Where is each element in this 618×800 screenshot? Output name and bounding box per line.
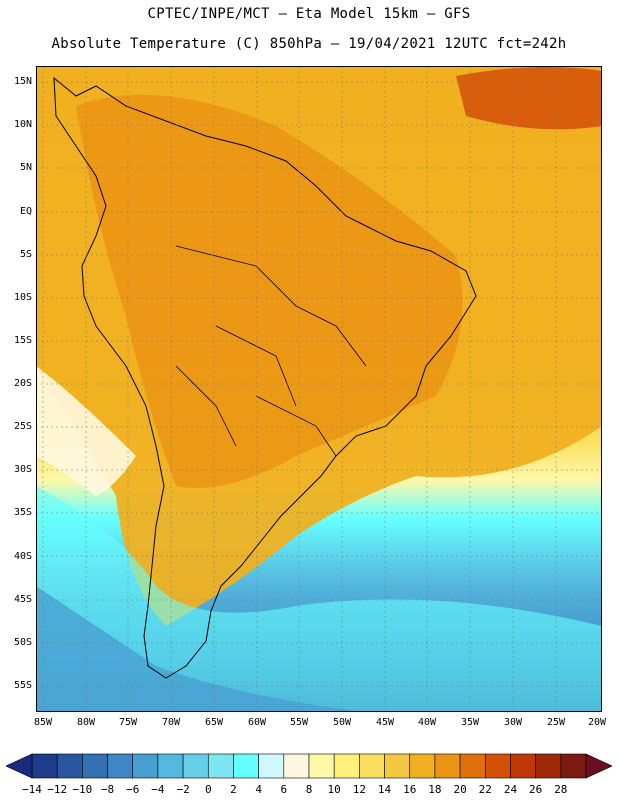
colorbar-label: 16 [403,783,417,796]
colorbar-swatch [56,753,83,779]
lat-label: 45S [13,594,32,605]
lat-label: 5S [19,249,32,260]
colorbar-label: −8 [100,783,115,796]
lon-label: 65W [204,717,224,728]
colorbar-label: 26 [529,783,543,796]
title-line-2: Absolute Temperature (C) 850hPa – 19/04/… [51,36,567,52]
lon-label: 75W [118,717,138,728]
cool-south [36,486,602,712]
colorbar-swatch [132,753,159,779]
lon-label: 70W [161,717,181,728]
colorbar-swatch [560,753,587,779]
colorbar-label: −10 [72,783,93,796]
map-frame [36,66,602,712]
colorbar-low-arrow [6,753,33,779]
country-borders [175,245,367,457]
lon-label: 20W [587,717,607,728]
grid-lines [36,66,602,712]
colorbar-swatch [31,753,58,779]
colorbar-swatch [157,753,184,779]
colorbar-label: 18 [428,783,442,796]
lat-label: 5N [19,162,32,173]
colorbar-swatch [384,753,411,779]
colorbar-swatch [258,753,285,779]
colorbar-label: 0 [204,783,212,796]
colorbar-swatch [333,753,360,779]
colorbar-label: −2 [176,783,190,796]
lon-label: 40W [417,717,437,728]
colorbar-swatch [535,753,562,779]
colorbar-swatch [182,753,209,779]
lon-label: 85W [33,717,53,728]
lat-label: 40S [13,551,32,562]
colorbar-swatch [82,753,108,779]
lon-label: 50W [332,717,352,728]
lat-label: 25S [13,421,32,432]
colorbar-swatch [283,753,310,779]
colorbar-swatch [207,753,234,779]
lon-label: 55W [289,717,309,728]
lon-label: 30W [503,717,523,728]
lon-label: 60W [247,717,267,728]
lat-label: EQ [19,206,32,217]
colorbar-label: −6 [126,783,140,796]
colorbar-swatch [308,753,335,779]
lon-label: 25W [546,717,566,728]
colorbar-swatch [359,753,385,779]
lon-label: 35W [460,717,480,728]
lat-label: 30S [13,464,32,475]
lat-label: 15S [13,335,32,346]
colorbar-label: 2 [230,783,237,796]
lon-label: 80W [76,717,96,728]
lat-label: 55S [13,680,32,691]
colorbar-label: −4 [151,783,165,796]
colorbar-label: −14 [22,783,42,796]
colorbar-label: 8 [305,783,313,796]
colorbar-swatch [459,753,486,779]
colorbar-swatch [233,753,259,779]
colorbar-label: 24 [503,783,518,796]
colorbar-swatch [484,753,511,779]
lat-label: 10N [13,119,32,130]
colorbar-label: 10 [327,783,341,796]
colorbar-label: 12 [352,783,366,796]
temperature-map [36,66,602,712]
land-warm-core [76,94,463,488]
lat-label: 50S [13,637,32,648]
hot-spot-ne [456,67,602,130]
lon-label: 45W [375,717,395,728]
colorbar-high-arrow [585,753,612,779]
colorbar-label: 6 [280,783,288,796]
colorbar-swatch [434,753,461,779]
colorbar-swatch [409,753,436,779]
lat-label: 20S [13,378,32,389]
colorbar-label: 28 [554,783,568,796]
colorbar-label: 20 [453,783,467,796]
colorbar-label: 22 [478,783,492,796]
lat-label: 10S [13,292,32,303]
colorbar-label: 4 [255,783,262,796]
continent-outline [53,76,477,679]
colorbar-label: 14 [377,783,392,796]
colorbar-label: −12 [47,783,68,796]
title-line-1: CPTEC/INPE/MCT – Eta Model 15km – GFS [147,6,471,22]
cold-south [36,586,366,712]
lat-label: 15N [13,76,32,87]
colorbar [6,753,612,779]
colorbar-swatch [510,753,536,779]
colorbar-swatch [107,753,134,779]
lat-label: 35S [13,507,32,518]
